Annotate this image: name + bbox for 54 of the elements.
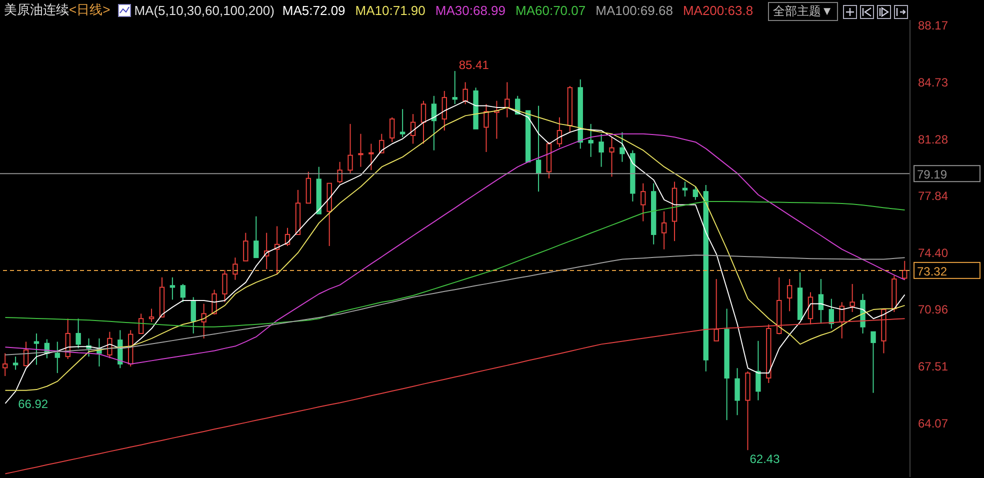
candlestick bbox=[640, 182, 646, 222]
text: MA(5,10,30,60,100,200) bbox=[134, 2, 274, 18]
candlestick bbox=[442, 90, 447, 132]
ref-line-label: 79.19 bbox=[917, 168, 948, 182]
candlestick bbox=[170, 276, 176, 300]
candlestick bbox=[536, 105, 542, 192]
candlestick bbox=[672, 181, 678, 242]
text: MA30:68.99 bbox=[435, 2, 506, 18]
candlestick bbox=[828, 298, 834, 330]
candlestick bbox=[620, 132, 625, 162]
candlestick bbox=[148, 308, 154, 322]
candlestick bbox=[609, 136, 614, 178]
candlestick bbox=[682, 181, 688, 198]
text: 全部主题▼ bbox=[768, 2, 838, 21]
candlestick bbox=[756, 340, 761, 401]
chart-title: 美原油连续 bbox=[4, 1, 69, 19]
y-tick-label: 88.17 bbox=[918, 18, 948, 33]
candlestick bbox=[452, 70, 458, 105]
candlestick bbox=[734, 368, 740, 416]
candlestick bbox=[431, 95, 437, 151]
text: MA5:72.09 bbox=[282, 2, 346, 18]
candlestick bbox=[651, 182, 656, 245]
y-tick-label: 81.28 bbox=[918, 132, 948, 146]
candlestick bbox=[703, 184, 708, 372]
candlestick bbox=[34, 332, 40, 366]
candlestick bbox=[54, 341, 60, 374]
annotation: 85.41 bbox=[458, 58, 490, 72]
y-tick-label: 70.96 bbox=[918, 302, 948, 317]
candlestick bbox=[588, 123, 594, 158]
y-tick-label: 64.07 bbox=[918, 416, 948, 430]
y-tick-label: 84.73 bbox=[918, 75, 948, 90]
text: MA10:71.90 bbox=[355, 2, 426, 18]
candlestick bbox=[818, 278, 824, 324]
text: MA200:63.8 bbox=[682, 2, 754, 18]
candlestick bbox=[661, 210, 667, 250]
chart-subtitle: <日线> bbox=[69, 1, 110, 19]
candlestick bbox=[232, 257, 238, 280]
annotation: 66.92 bbox=[18, 397, 48, 412]
candlestick bbox=[201, 303, 206, 339]
text: MA100:69.68 bbox=[596, 2, 673, 18]
candlestick bbox=[724, 308, 730, 421]
candlestick bbox=[12, 356, 18, 370]
y-tick-label: 74.40 bbox=[918, 246, 948, 260]
candlestick bbox=[190, 296, 196, 334]
text: MA60:70.07 bbox=[516, 2, 586, 18]
y-tick-label: 67.51 bbox=[918, 360, 948, 374]
candlestick bbox=[786, 278, 792, 312]
annotation: 62.43 bbox=[750, 452, 780, 466]
candlestick bbox=[368, 143, 374, 171]
candlestick bbox=[358, 133, 364, 168]
y-tick-label: 77.84 bbox=[918, 189, 948, 204]
candlestick bbox=[578, 78, 583, 150]
ref-line-label: 73.32 bbox=[917, 264, 948, 278]
candlestick bbox=[504, 82, 510, 118]
